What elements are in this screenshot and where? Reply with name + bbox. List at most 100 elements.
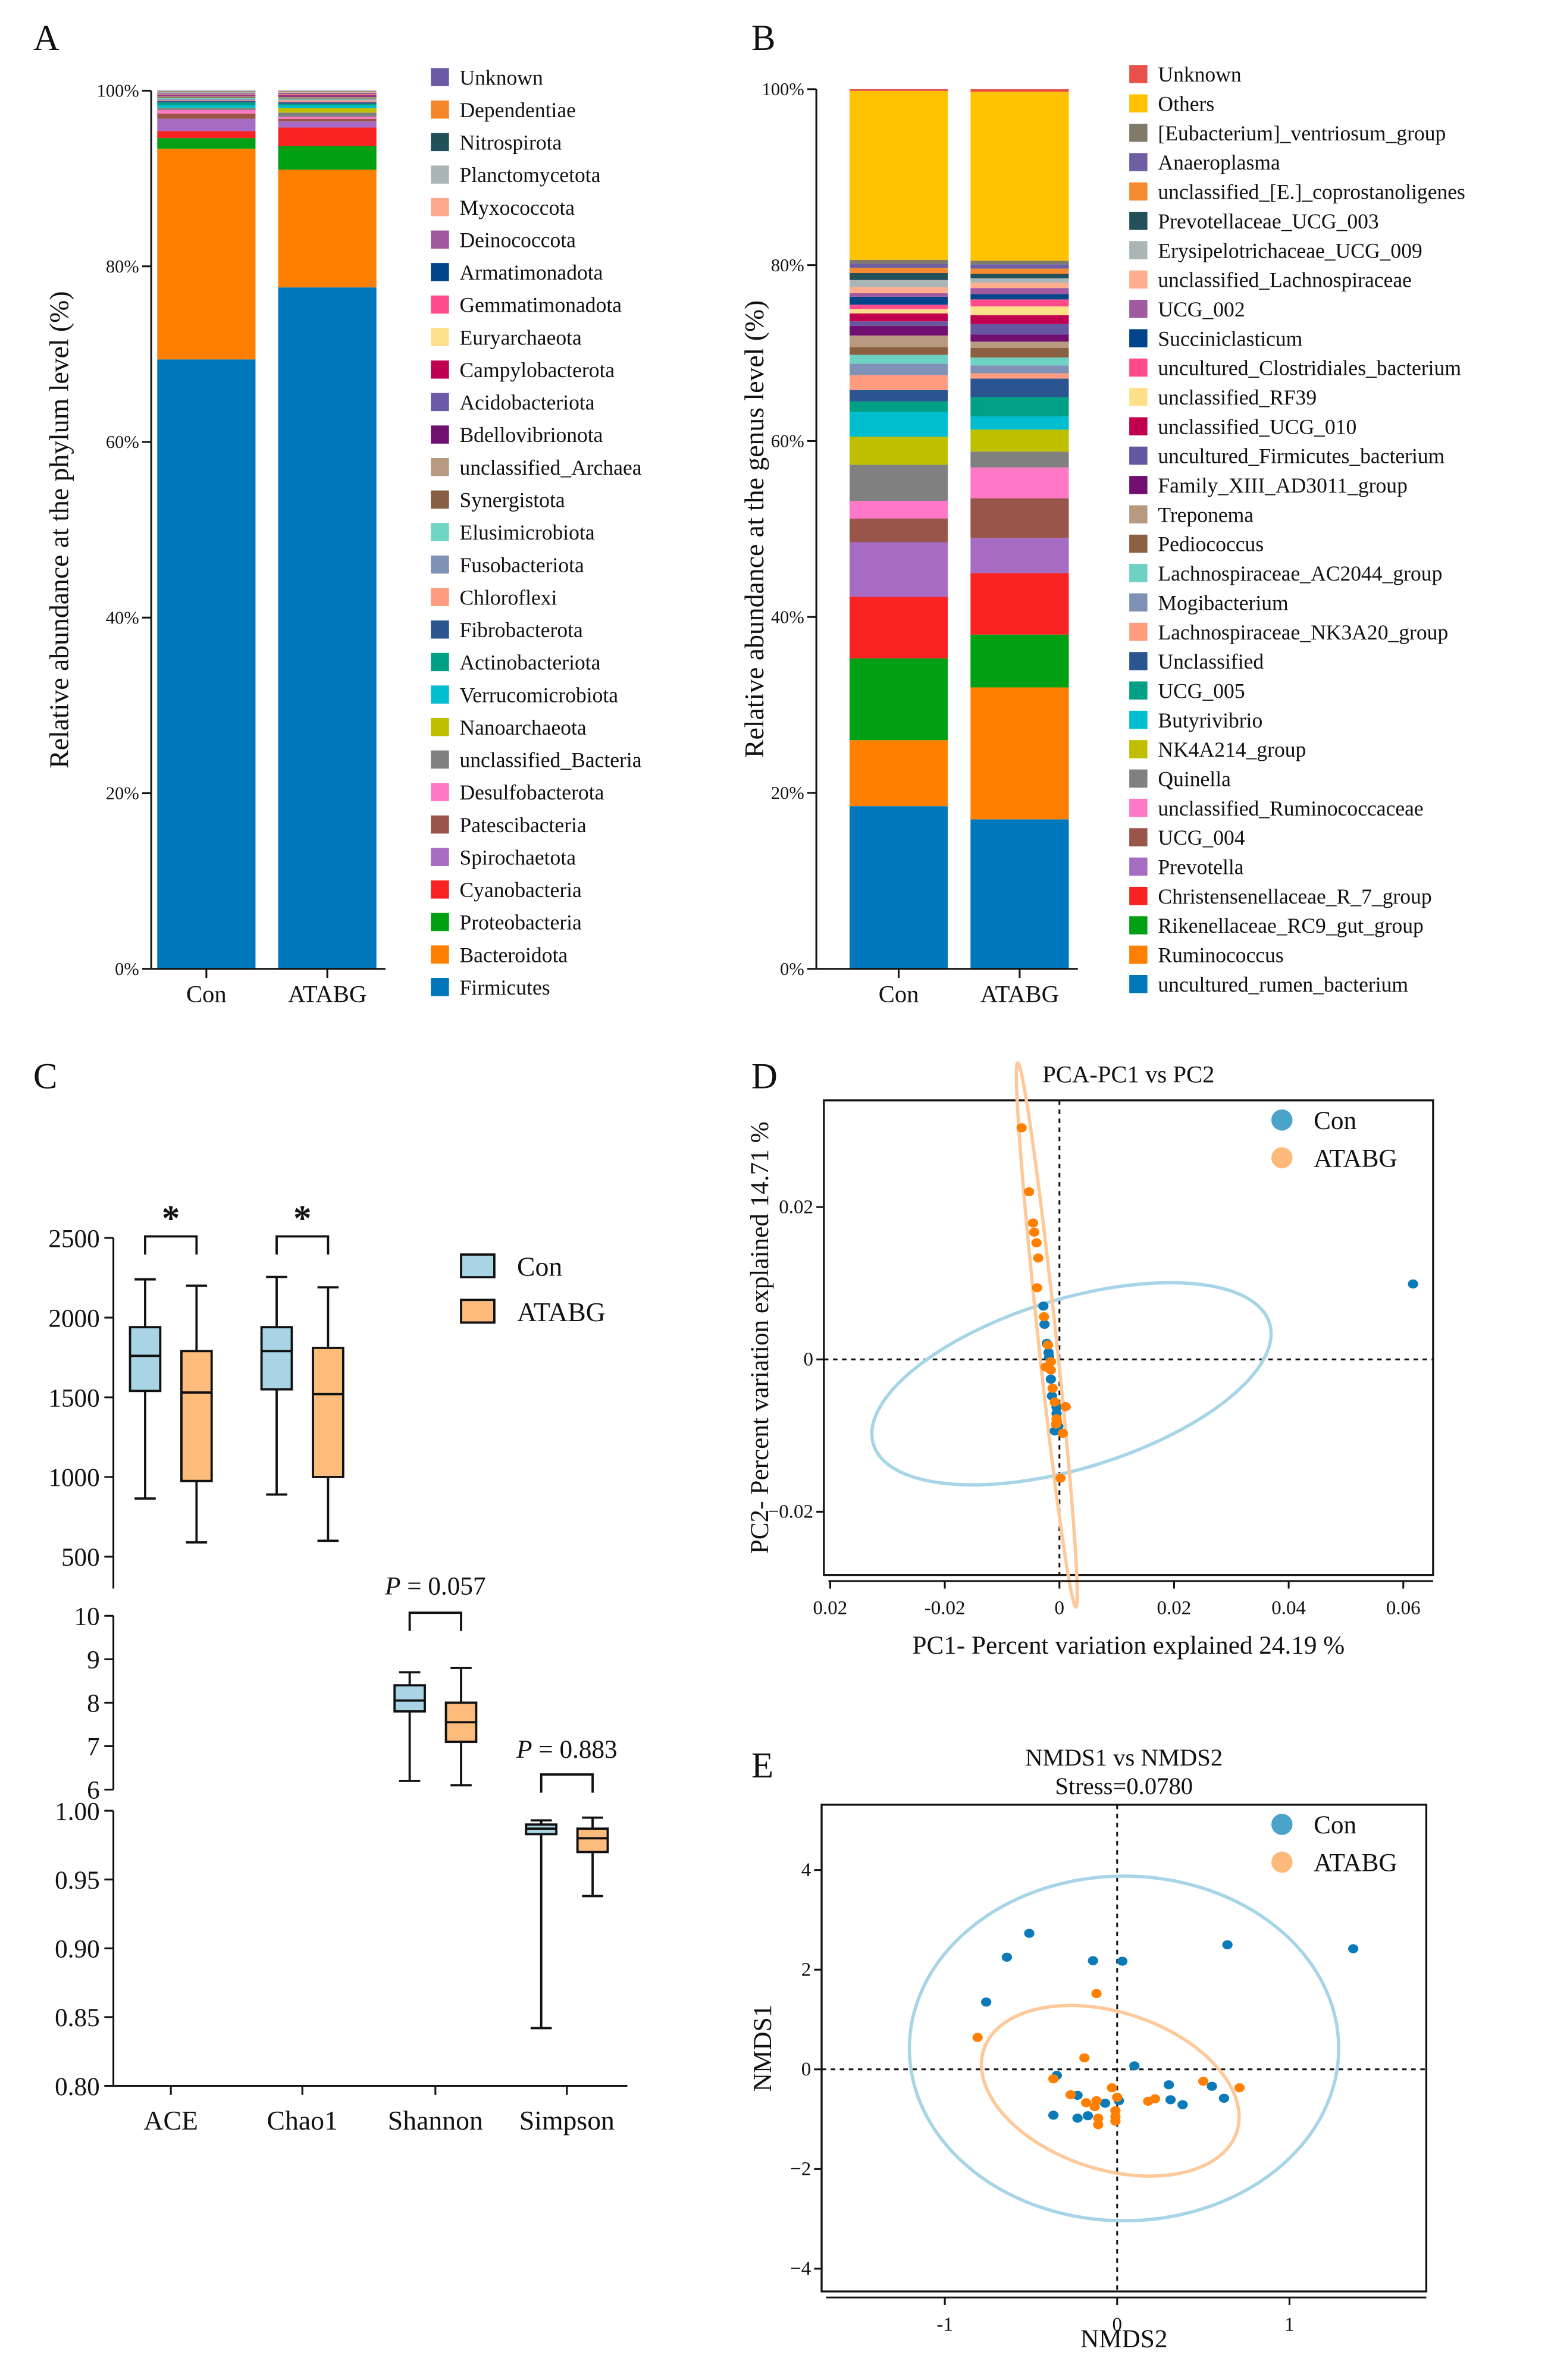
- y-tick-label: 20%: [106, 783, 139, 804]
- y-axis-title: Relative abundance at the genus level (%…: [739, 300, 769, 758]
- legend-swatch: [431, 685, 449, 704]
- bar-segment-Dependentiae: [278, 91, 377, 92]
- point-Con: [1048, 2111, 1059, 2120]
- confidence-ellipse-atabg: [1014, 1061, 1079, 1609]
- box-Simpson-atabg: [576, 1816, 609, 1898]
- y-tick-label: 0.80: [55, 2073, 100, 2101]
- legend-swatch: [460, 1299, 496, 1324]
- legend-label: Unknown: [1158, 62, 1241, 86]
- point-ATABG: [1016, 1123, 1027, 1133]
- legend-swatch: [1129, 300, 1148, 318]
- panel-label-C: C: [33, 1056, 58, 1096]
- box: [260, 1326, 293, 1391]
- legend-marker: [1271, 1147, 1293, 1169]
- panel-letter: C: [33, 1056, 58, 1096]
- legend-swatch: [1129, 652, 1148, 670]
- bar-segment-Unknown: [157, 90, 256, 92]
- p-value: = 0.883: [532, 1736, 618, 1764]
- point-ATABG: [1049, 1397, 1060, 1407]
- confidence-ellipse-atabg: [979, 2003, 1241, 2178]
- legend-marker: [1271, 1814, 1293, 1835]
- legend-label: Bdellovibrionota: [459, 423, 603, 447]
- legend-label: uncultured_Clostridiales_bacterium: [1158, 356, 1461, 380]
- bar-segment-Armatimonadota: [157, 93, 256, 95]
- bar-segment-Lachnospiraceae_NK3A20_group: [970, 373, 1069, 379]
- legend-swatch: [1129, 211, 1148, 230]
- point-Con: [1001, 1952, 1013, 1962]
- point-ATABG: [1112, 2093, 1123, 2102]
- point-ATABG: [1031, 1238, 1042, 1247]
- panel-B-stacked-bar-chart: Con ATABG 0% 20% 40% 60% 80% 100% Relative abund…: [739, 62, 1465, 1007]
- x-axis-title: PC1- Percent variation explained 24.19 %: [912, 1632, 1345, 1660]
- legend-label: Actinobacteriota: [459, 651, 600, 675]
- bar-segment-Lachnospiraceae_AC2044_group: [850, 355, 948, 364]
- panel-letter: B: [751, 18, 776, 58]
- legend-label: Lachnospiraceae_NK3A20_group: [1158, 620, 1448, 644]
- bar-segment-[Eubacterium]_ventriosum_group: [970, 261, 1069, 265]
- bar-segment-Quinella: [970, 451, 1069, 468]
- x-tick-label: Simpson: [519, 2105, 615, 2136]
- point-ATABG: [1042, 1340, 1054, 1350]
- x-tick-label: -0.02: [925, 1598, 966, 1619]
- box-Chao1-atabg: [312, 1286, 344, 1542]
- y-tick-label: 1000: [48, 1464, 99, 1492]
- bar-segment-Rikenellaceae_RC9_gut_group: [970, 634, 1069, 688]
- legend-swatch: [1129, 417, 1148, 435]
- legend-swatch: [1129, 505, 1148, 523]
- bar-segment-Christensenellaceae_R_7_group: [970, 573, 1069, 635]
- legend-label: unclassified_Lachnospiraceae: [1158, 268, 1412, 292]
- y-tick-label: 0.90: [55, 1936, 100, 1964]
- bar-segment-Pediococcus: [850, 347, 948, 355]
- legend-label: [Eubacterium]_ventriosum_group: [1158, 121, 1446, 145]
- bar-segment-Fibrobacterota: [278, 102, 377, 104]
- point-ATABG: [1045, 1365, 1056, 1375]
- y-tick-label: 40%: [106, 607, 139, 628]
- panel-label-B: B: [751, 18, 776, 58]
- legend-swatch: [1129, 564, 1148, 582]
- point-Con: [1024, 1929, 1035, 1938]
- point-ATABG: [1089, 2102, 1100, 2112]
- bar-segment-Mogibacterium: [970, 365, 1069, 374]
- y-tick-label: 8: [87, 1690, 100, 1718]
- legend-label: Con: [1314, 1811, 1356, 1839]
- p-symbol: P: [384, 1573, 400, 1601]
- legend-label: Gemmatimonadota: [459, 293, 622, 317]
- significance-bracket: [540, 1773, 594, 1793]
- bar-segment-Campylobacterota: [157, 95, 256, 96]
- legend-swatch: [1129, 388, 1148, 406]
- y-tick-label: 4: [801, 1860, 811, 1881]
- bar-segment-unclassified_Ruminococcaceae: [850, 501, 948, 519]
- panel-C-box-plot: 500 1000 1500 2000 2500 6 7 8 9 10 0.80 0.85 0.90 0.9…: [48, 1199, 628, 2136]
- legend-label: Prevotellaceae_UCG_003: [1158, 209, 1378, 233]
- legend-swatch: [431, 913, 449, 932]
- legend-swatch: [431, 750, 449, 769]
- bar-segment-unclassified_Archaea: [157, 96, 256, 98]
- legend-label: uncultured_Firmicutes_bacterium: [1158, 444, 1444, 468]
- y-tick-label: 0.85: [55, 2004, 100, 2032]
- significance-label: P = 0.057: [384, 1573, 486, 1601]
- y-tick-label: −2: [790, 2159, 811, 2180]
- legend-swatch: [1129, 798, 1148, 817]
- box: [129, 1326, 162, 1393]
- bar-segment-Family_XIII_AD3011_group: [850, 325, 948, 335]
- legend-label: uncultured_rumen_bacterium: [1158, 973, 1408, 996]
- bar-segment-Anaeroplasma: [970, 264, 1069, 269]
- p-value: *: [162, 1199, 180, 1238]
- legend: Unknown Others [Eubacterium]_ventriosum_gr…: [1129, 62, 1465, 996]
- legend-label: Elusimicrobiota: [459, 520, 594, 544]
- x-tick-label: ACE: [143, 2105, 198, 2136]
- y-tick-label: 80%: [771, 255, 804, 275]
- legend-swatch: [431, 880, 449, 899]
- bar-segment-Succiniclasticum: [850, 296, 948, 305]
- x-axis-title: NMDS2: [1080, 2325, 1167, 2353]
- point-Con: [1129, 2061, 1140, 2071]
- bar-segment-Gemmatimonadota: [157, 94, 256, 95]
- legend-label: UCG_002: [1158, 297, 1245, 321]
- legend-label: Succiniclasticum: [1158, 327, 1302, 350]
- point-Con: [1088, 1956, 1098, 1965]
- legend-swatch: [1129, 446, 1148, 465]
- point-ATABG: [1079, 2053, 1090, 2063]
- bar-segment-Proteobacteria: [157, 138, 256, 149]
- bar-segment-Chloroflexi: [278, 100, 377, 102]
- y-tick-label: 80%: [106, 256, 139, 277]
